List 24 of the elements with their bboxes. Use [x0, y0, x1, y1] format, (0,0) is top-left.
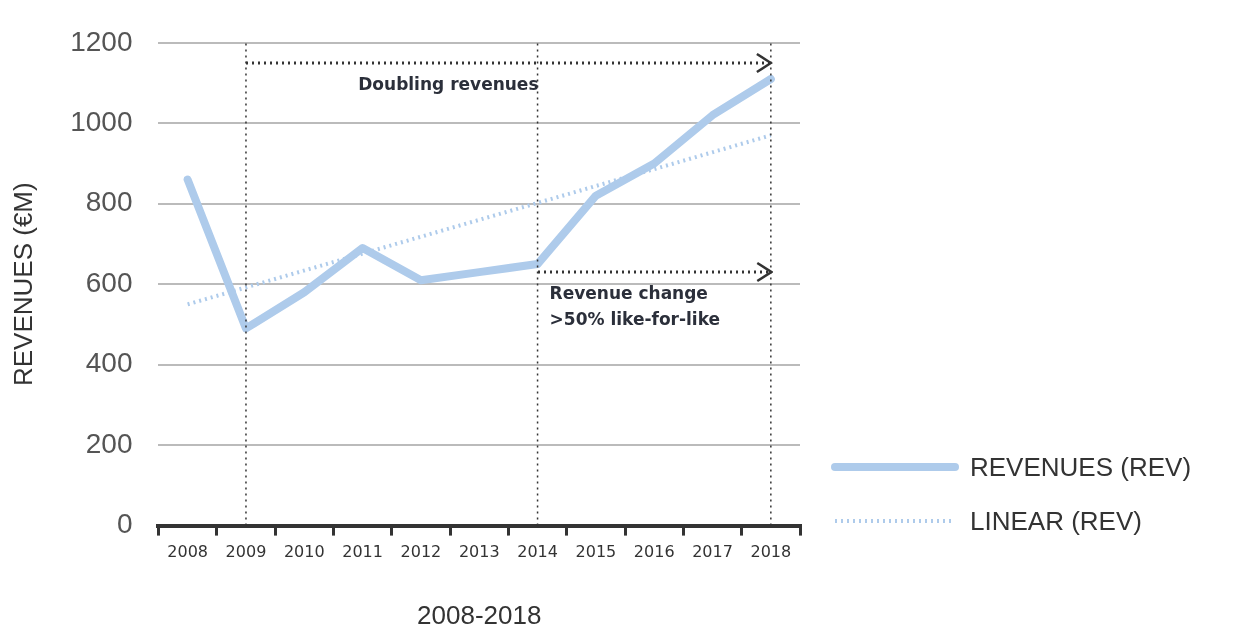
x-tick-label: 2016 — [633, 542, 675, 562]
x-axis-title: 2008-2018 — [417, 599, 542, 630]
legend-label: REVENUES (REV) — [970, 451, 1192, 483]
x-tick-label: 2008 — [167, 542, 209, 562]
y-tick-label: 1200 — [70, 25, 133, 57]
y-tick-label: 800 — [85, 186, 133, 218]
x-tick-label: 2013 — [458, 542, 500, 562]
ref-line-label: Revenue change >50% like-for-like — [549, 282, 722, 332]
x-tick-label: 2018 — [750, 542, 792, 562]
legend-label: LINEAR (REV) — [970, 505, 1142, 537]
x-tick-label: 2012 — [400, 542, 442, 562]
x-tick-label: 2011 — [342, 542, 383, 562]
x-tick-label: 2015 — [575, 542, 617, 562]
x-tick-label: 2009 — [225, 542, 267, 562]
y-axis-title: REVENUES (€M) — [7, 182, 38, 387]
x-tick-label: 2014 — [517, 542, 558, 562]
ref-line-label: Doubling revenues — [357, 72, 540, 96]
x-tick-label: 2017 — [692, 542, 733, 562]
y-tick-label: 400 — [85, 347, 133, 379]
x-tick-label: 2010 — [283, 542, 325, 562]
y-tick-label: 0 — [116, 508, 133, 540]
y-tick-label: 200 — [85, 427, 133, 459]
y-tick-label: 1000 — [70, 105, 133, 137]
y-tick-label: 600 — [85, 266, 133, 298]
